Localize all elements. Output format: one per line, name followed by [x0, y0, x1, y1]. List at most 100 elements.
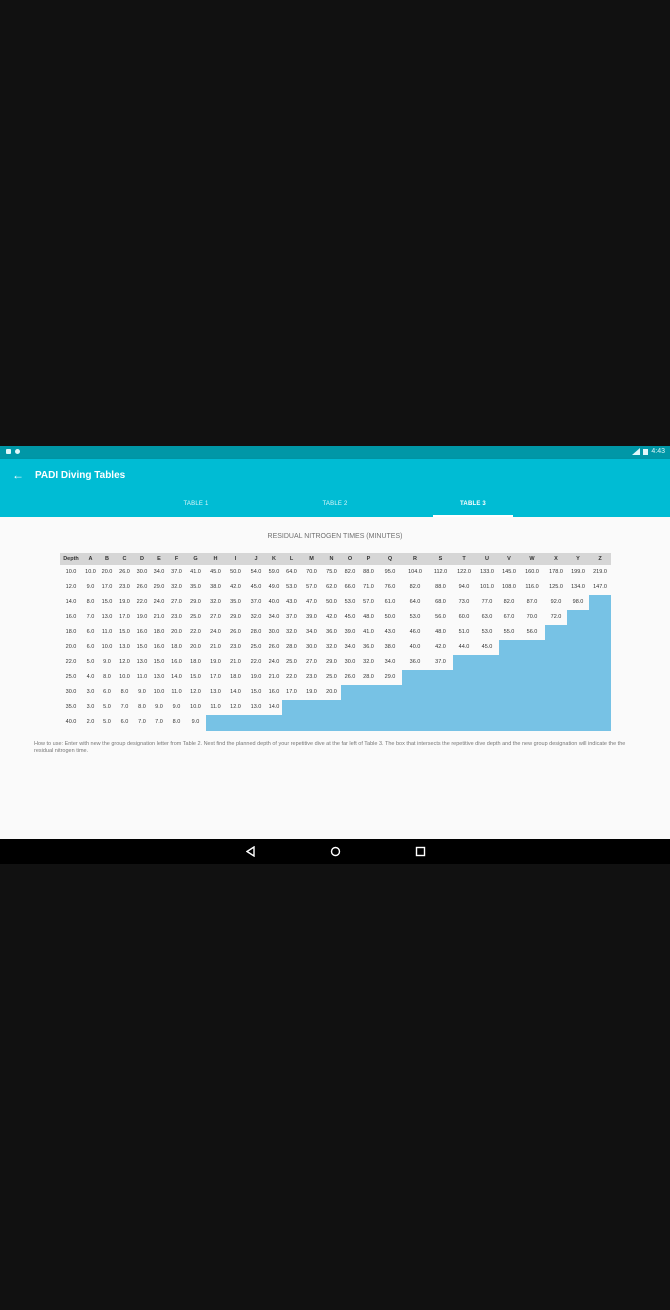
table-cell: 12.0	[190, 689, 201, 695]
back-arrow-icon[interactable]: ←	[12, 468, 24, 482]
table-cell: 15.0	[136, 644, 148, 650]
table-cell: 25.0	[326, 674, 337, 680]
table-cell: 37.0	[250, 599, 262, 605]
table-cell: 68.0	[435, 599, 446, 605]
row-depth-label: 40.0	[65, 719, 77, 725]
table-cell: 53.0	[344, 599, 356, 605]
table-cell: 60.0	[458, 614, 470, 620]
empty-cell-fill	[206, 715, 611, 731]
table-cell: 82.0	[503, 599, 515, 605]
table-cell: 18.0	[171, 644, 182, 650]
table-cell: 13.0	[210, 689, 221, 695]
table-cell: 64.0	[286, 569, 297, 575]
table-cell: 34.0	[153, 569, 165, 575]
table-cell: 22.0	[250, 659, 262, 665]
table-cell: 88.0	[363, 569, 374, 575]
table-cell: 16.0	[171, 659, 182, 665]
header-group-j: J	[246, 553, 266, 565]
table-cell: 41.0	[190, 569, 201, 575]
table-cell: 17.0	[286, 689, 297, 695]
header-group-u: U	[475, 553, 499, 565]
table-cell: 30.0	[268, 629, 280, 635]
table-cell: 29.0	[326, 659, 337, 665]
recents-nav-icon[interactable]	[415, 846, 426, 857]
app-bar: ← PADI Diving Tables TABLE 1 TABLE 2 TAB…	[0, 459, 670, 517]
header-group-s: S	[428, 553, 453, 565]
table-cell: 95.0	[384, 569, 396, 575]
table-cell: 26.0	[136, 584, 148, 590]
empty-cell-fill	[589, 595, 611, 611]
table-cell: 27.0	[210, 614, 221, 620]
table-cell: 51.0	[458, 629, 470, 635]
table-cell: 34.0	[384, 659, 396, 665]
table-cell: 125.0	[549, 584, 563, 590]
table-cell: 7.0	[155, 719, 163, 725]
table-cell: 36.0	[409, 659, 421, 665]
table-cell: 53.0	[286, 584, 297, 590]
tab-indicator	[433, 515, 513, 517]
tab-table-1[interactable]: TABLE 1	[183, 501, 209, 507]
header-group-i: I	[225, 553, 246, 565]
table-cell: 16.0	[268, 689, 280, 695]
table-cell: 15.0	[101, 599, 113, 605]
table-cell: 26.0	[230, 629, 241, 635]
table-cell: 9.0	[191, 719, 200, 725]
table-cell: 45.0	[481, 644, 493, 650]
table-cell: 104.0	[408, 569, 422, 575]
table-cell: 21.0	[268, 674, 280, 680]
header-group-r: R	[402, 553, 428, 565]
table-cell: 25.0	[190, 614, 201, 620]
table-cell: 11.0	[136, 674, 148, 680]
table-cell: 70.0	[306, 569, 317, 575]
home-nav-icon[interactable]	[330, 846, 341, 857]
table-cell: 20.0	[326, 689, 337, 695]
header-group-p: P	[359, 553, 378, 565]
header-group-v: V	[499, 553, 519, 565]
table-cell: 72.0	[550, 614, 562, 620]
back-nav-icon[interactable]	[246, 846, 255, 857]
table-cell: 45.0	[210, 569, 221, 575]
empty-cell-fill	[453, 655, 611, 671]
header-group-x: X	[545, 553, 567, 565]
table-cell: 11.0	[210, 704, 221, 710]
table-cell: 92.0	[550, 599, 562, 605]
tab-table-3[interactable]: TABLE 3	[460, 501, 486, 507]
table-cell: 35.0	[190, 584, 201, 590]
table-cell: 45.0	[250, 584, 262, 590]
table-cell: 15.0	[119, 629, 130, 635]
table-cell: 37.0	[286, 614, 297, 620]
header-group-k: K	[266, 553, 282, 565]
row-depth-label: 22.0	[65, 659, 77, 665]
table-cell: 3.0	[86, 689, 95, 695]
table-cell: 36.0	[326, 629, 337, 635]
tab-table-2[interactable]: TABLE 2	[322, 501, 348, 507]
table-cell: 14.0	[230, 689, 241, 695]
table-cell: 160.0	[525, 569, 539, 575]
table-cell: 48.0	[363, 614, 374, 620]
table-cell: 10.0	[153, 689, 165, 695]
table-cell: 67.0	[503, 614, 515, 620]
table-cell: 2.0	[86, 719, 95, 725]
table-cell: 25.0	[286, 659, 297, 665]
table-cell: 24.0	[210, 629, 221, 635]
empty-cell-fill	[341, 685, 611, 701]
table-cell: 21.0	[210, 644, 221, 650]
header-group-t: T	[453, 553, 475, 565]
table-cell: 36.0	[363, 644, 374, 650]
table-cell: 13.0	[119, 644, 130, 650]
empty-cell-fill	[282, 700, 611, 716]
table-cell: 62.0	[326, 584, 337, 590]
table-cell: 55.0	[503, 629, 515, 635]
header-group-m: M	[301, 553, 322, 565]
table-cell: 24.0	[153, 599, 165, 605]
header-group-c: C	[115, 553, 134, 565]
status-icons: 4:43	[632, 448, 665, 455]
row-depth-label: 14.0	[65, 599, 77, 605]
empty-cell-fill	[499, 640, 611, 656]
table-cell: 13.0	[153, 674, 165, 680]
table-cell: 40.0	[268, 599, 280, 605]
table-cell: 122.0	[457, 569, 471, 575]
table-cell: 77.0	[481, 599, 493, 605]
table-cell: 17.0	[210, 674, 221, 680]
header-group-d: D	[134, 553, 150, 565]
